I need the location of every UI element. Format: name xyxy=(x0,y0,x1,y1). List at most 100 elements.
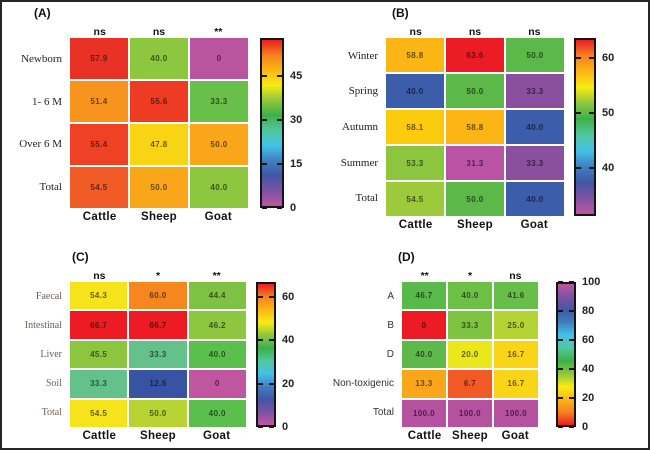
heatmap-cell: 58.8 xyxy=(386,38,444,72)
colorbar-tick-label: 45 xyxy=(290,69,303,82)
column-labels: Cattle Sheep Goat xyxy=(70,208,248,226)
colorbar-tick-label: 20 xyxy=(582,392,595,404)
colorbar-tick-label: 0 xyxy=(582,421,589,433)
column-label: Cattle xyxy=(407,430,442,442)
significance-row: ns ns ** xyxy=(70,22,248,38)
significance-row: ns ns ns xyxy=(386,22,564,38)
colorbar-tick-label: 60 xyxy=(602,51,615,64)
row-label: D xyxy=(386,349,394,360)
heatmap-cell: 57.9 xyxy=(70,38,128,79)
column-label: Cattle xyxy=(82,211,117,223)
column-label: Goat xyxy=(204,211,233,223)
panel-a: (A) Newborn 1- 6 M Over 6 M Total ns ns ** 57… xyxy=(8,6,302,226)
row-label: Total xyxy=(355,192,378,205)
colorbar-tick-notch xyxy=(589,56,594,59)
heatmap-cell: 31.3 xyxy=(446,146,504,180)
colorbar-tick-label: 40 xyxy=(582,363,595,375)
heatmap-cell: 33.3 xyxy=(506,74,564,108)
heatmap-cell: 53.3 xyxy=(386,146,444,180)
colorbar-tick-label: 60 xyxy=(582,334,595,346)
row-label: Non-toxigenic xyxy=(332,378,394,389)
heatmap-cell: 0 xyxy=(402,311,446,339)
colorbar-gradient xyxy=(556,282,576,427)
significance-marker: ns xyxy=(152,26,166,38)
colorbar-tick-notch xyxy=(262,118,267,121)
colorbar-tick-notch xyxy=(589,111,594,114)
colorbar-tick-label: 20 xyxy=(282,377,295,390)
colorbar-tick-notch xyxy=(269,295,274,298)
heatmap-grid: 46.7 40.0 41.6 0 33.3 25.0 40.0 20.0 16.7 13.3 6.7… xyxy=(402,282,538,427)
heatmap-cell: 33.3 xyxy=(129,340,187,369)
colorbar-tick-notch xyxy=(262,162,267,165)
row-label: A xyxy=(387,291,394,302)
heatmap-cell: 54.5 xyxy=(386,182,444,216)
column-label: Goat xyxy=(520,219,549,231)
colorbar-tick-notch xyxy=(262,74,267,77)
significance-marker: * xyxy=(155,270,161,282)
row-label: Total xyxy=(39,180,62,193)
colorbar-tick-notch xyxy=(277,118,282,121)
column-label: Goat xyxy=(501,430,530,442)
heatmap-cell: 33.3 xyxy=(70,370,128,398)
row-label: Over 6 M xyxy=(19,138,62,151)
colorbar-tick-label: 60 xyxy=(282,290,295,303)
column-label: Sheep xyxy=(139,430,176,442)
row-label: B xyxy=(387,320,394,331)
significance-marker: ns xyxy=(93,26,106,38)
heatmap-cell: 40.0 xyxy=(386,74,444,108)
heatmap-cell: 58.1 xyxy=(386,110,444,144)
colorbar-tick-notch xyxy=(576,167,581,170)
colorbar-tick-notch xyxy=(558,339,563,341)
colorbar-tick-notch xyxy=(258,426,263,428)
heatmap-cell: 40.0 xyxy=(448,282,492,310)
column-label: Goat xyxy=(202,430,231,442)
column-label: Sheep xyxy=(451,430,488,442)
heatmap-cell: 55.4 xyxy=(70,124,128,165)
heatmap-cell: 100.0 xyxy=(402,399,446,427)
row-label: Winter xyxy=(347,49,378,62)
colorbar: 60 50 40 xyxy=(574,38,614,216)
row-label: Spring xyxy=(348,85,378,98)
colorbar: 45 30 15 0 xyxy=(260,38,302,214)
heatmap-cell: 25.0 xyxy=(494,311,538,339)
row-labels: A B D Non-toxigenic Total xyxy=(330,282,402,427)
heatmap-cell: 54.5 xyxy=(70,399,128,427)
column-label: Cattle xyxy=(82,430,117,442)
significance-marker: ** xyxy=(212,270,221,282)
heatmap-cell: 47.8 xyxy=(130,124,188,165)
heatmap-cell: 20.0 xyxy=(448,340,492,369)
colorbar-tick-notch xyxy=(277,74,282,77)
heatmap-cell: 54.5 xyxy=(70,167,128,208)
colorbar-tick-notch xyxy=(569,397,574,399)
heatmap-cell: 55.6 xyxy=(130,81,188,122)
colorbar-tick-notch xyxy=(258,382,263,385)
row-label: 1- 6 M xyxy=(32,95,62,108)
colorbar: 100 80 60 40 20 0 xyxy=(556,276,600,433)
significance-marker: ns xyxy=(409,26,422,38)
row-labels: Winter Spring Autumn Summer Total xyxy=(330,38,386,216)
heatmap-cell: 33.3 xyxy=(448,311,492,339)
panel-b: (B) Winter Spring Autumn Summer Total ns ns ns… xyxy=(330,6,615,234)
panel-label: (A) xyxy=(34,6,51,20)
column-label: Sheep xyxy=(456,219,493,231)
significance-marker: ns xyxy=(468,26,482,38)
colorbar-tick-notch xyxy=(558,281,563,283)
heatmap-cell: 100.0 xyxy=(494,399,538,427)
colorbar-tick-notch xyxy=(576,111,581,114)
colorbar-tick-notch xyxy=(277,162,282,165)
colorbar-tick-notch xyxy=(269,339,274,342)
heatmap-cell: 50.0 xyxy=(446,74,504,108)
heatmap-cell: 54.3 xyxy=(70,282,128,310)
row-label: Newborn xyxy=(21,53,62,66)
heatmap-cell: 16.7 xyxy=(494,370,538,398)
colorbar-tick-label: 15 xyxy=(290,157,303,170)
column-labels: Cattle Sheep Goat xyxy=(70,427,246,445)
colorbar-tick-notch xyxy=(558,397,563,399)
heatmap-cell: 44.4 xyxy=(188,282,246,310)
heatmap-cell: 33.3 xyxy=(190,81,248,122)
heatmap-cell: 50.0 xyxy=(506,38,564,72)
panel-label: (C) xyxy=(72,250,89,264)
heatmap-cell: 6.7 xyxy=(448,370,492,398)
heatmap-grid: 57.9 40.0 0 51.4 55.6 33.3 55.4 47.8 50.0 54.5 50.… xyxy=(70,38,248,208)
